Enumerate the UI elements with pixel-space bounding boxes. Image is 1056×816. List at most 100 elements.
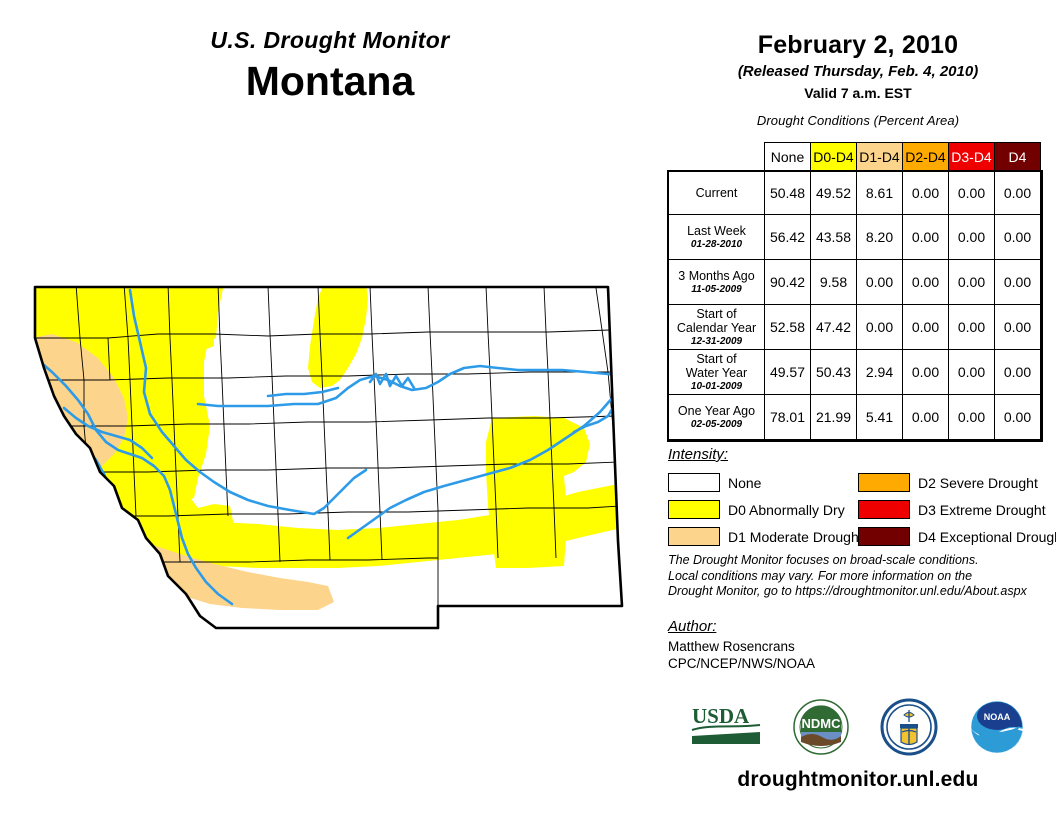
cell-d2-d4: 0.00: [902, 259, 949, 305]
drought-conditions-table: None D0-D4 D1-D4 D2-D4 D3-D4 D4 Current 5…: [666, 142, 1043, 442]
cell-d1-d4: 5.41: [856, 394, 903, 440]
cell-d4: 0.00: [994, 394, 1041, 440]
cell-d3-d4: 0.00: [948, 171, 995, 215]
cell-d2-d4: 0.00: [902, 349, 949, 395]
cell-d1-d4: 0.00: [856, 259, 903, 305]
legend-swatch-d1: [668, 527, 720, 546]
table-caption: Drought Conditions (Percent Area): [756, 113, 960, 128]
site-url[interactable]: droughtmonitor.unl.edu: [737, 768, 979, 791]
row-label: Start of Calendar Year 12-31-2009: [668, 304, 765, 350]
row-label: One Year Ago 02-05-2009: [668, 394, 765, 440]
cell-d1-d4: 8.20: [856, 214, 903, 260]
row-date: 12-31-2009: [690, 335, 743, 347]
author-name: Matthew Rosencrans: [668, 639, 795, 654]
county-boundaries: [35, 287, 621, 606]
col-header-d2: D2-D4: [902, 142, 949, 172]
river-milk: [266, 386, 340, 398]
map-region-d0-north-central: [308, 287, 368, 388]
cell-d1-d4: 0.00: [856, 304, 903, 350]
table-row: Start of Calendar Year 12-31-2009 52.58 47.4…: [668, 304, 1041, 350]
legend-item-d2: D2 Severe Drought: [858, 473, 1048, 492]
release-date: (Released Thursday, Feb. 4, 2010): [737, 63, 979, 80]
cell-d2-d4: 0.00: [902, 304, 949, 350]
legend-label-d2: D2 Severe Drought: [918, 474, 1038, 491]
legend-swatch-d0: [668, 500, 720, 519]
cell-d2-d4: 0.00: [902, 214, 949, 260]
river-missouri: [128, 288, 368, 516]
commerce-seal: [880, 698, 938, 756]
row-label: Last Week 01-28-2010: [668, 214, 765, 260]
table-row: Current 50.48 49.52 8.61 0.00 0.00 0.00: [668, 171, 1041, 215]
row-label: 3 Months Ago 11-05-2009: [668, 259, 765, 305]
cell-d3-d4: 0.00: [948, 214, 995, 260]
map-svg: [33, 285, 624, 630]
cell-none: 90.42: [764, 259, 811, 305]
legend-title: Intensity:: [668, 446, 729, 463]
author-affiliation: CPC/NCEP/NWS/NOAA: [668, 656, 816, 671]
cell-d4: 0.00: [994, 214, 1041, 260]
cell-none: 50.48: [764, 171, 811, 215]
disclaimer-text: The Drought Monitor focuses on broad-sca…: [668, 553, 1054, 600]
svg-text:USDA: USDA: [692, 704, 750, 728]
page-title: Montana: [245, 58, 415, 104]
map-region-d0-east: [486, 416, 590, 568]
river-bitterroot: [62, 406, 154, 460]
cell-none: 56.42: [764, 214, 811, 260]
author-heading: Author:: [668, 618, 717, 635]
cell-d0-d4: 9.58: [810, 259, 857, 305]
cell-d4: 0.00: [994, 171, 1041, 215]
cell-d2-d4: 0.00: [902, 394, 949, 440]
legend-label-d0: D0 Abnormally Dry: [728, 501, 845, 518]
river-yellowstone: [346, 378, 622, 540]
legend-label-d1: D1 Moderate Drought: [728, 528, 863, 545]
row-label: Current: [668, 171, 765, 215]
col-header-none: None: [764, 142, 811, 172]
legend-grid: None D2 Severe Drought D0 Abnormally Dry…: [668, 469, 1056, 550]
cell-none: 52.58: [764, 304, 811, 350]
cell-d4: 0.00: [994, 349, 1041, 395]
legend-swatch-d2: [858, 473, 910, 492]
partner-logos: USDA NDMC: [660, 694, 1056, 760]
river-missouri-east: [196, 364, 622, 408]
cell-d0-d4: 21.99: [810, 394, 857, 440]
map-region-d0-northwest-lobe: [158, 287, 224, 504]
cell-d0-d4: 47.42: [810, 304, 857, 350]
cell-d3-d4: 0.00: [948, 394, 995, 440]
montana-state-outline: [33, 285, 624, 630]
cell-d0-d4: 43.58: [810, 214, 857, 260]
date-block: February 2, 2010 (Released Thursday, Feb…: [660, 0, 1056, 128]
cell-none: 49.57: [764, 349, 811, 395]
report-date: February 2, 2010: [757, 31, 959, 59]
montana-drought-map[interactable]: [18, 276, 646, 630]
row-date: 10-01-2009: [690, 380, 743, 392]
page-subtitle: U.S. Drought Monitor: [210, 27, 450, 53]
col-header-d4: D4: [994, 142, 1041, 172]
disclaimer-line-1: The Drought Monitor focuses on broad-sca…: [668, 553, 979, 567]
col-header-d3: D3-D4: [948, 142, 995, 172]
legend-label-d4: D4 Exceptional Drought: [918, 528, 1056, 545]
table-corner-cell: [669, 143, 765, 172]
table-row: Start of Water Year 10-01-2009 49.57 50.43 2.…: [668, 349, 1041, 395]
cell-d4: 0.00: [994, 259, 1041, 305]
row-date: 11-05-2009: [691, 283, 742, 295]
noaa-logo: NOAA: [970, 700, 1024, 754]
table-row: 3 Months Ago 11-05-2009 90.42 9.58 0.00 0.00 0…: [668, 259, 1041, 305]
col-header-d1: D1-D4: [856, 142, 903, 172]
usda-logo: USDA: [691, 704, 761, 744]
col-header-d0: D0-D4: [810, 142, 857, 172]
river-fort-peck: [368, 372, 416, 390]
disclaimer-line-3: Drought Monitor, go to https://droughtmo…: [668, 584, 1027, 598]
legend-item-d1: D1 Moderate Drought: [668, 527, 863, 546]
cell-d3-d4: 0.00: [948, 259, 995, 305]
table-row: Last Week 01-28-2010 56.42 43.58 8.20 0.00 0.0…: [668, 214, 1041, 260]
cell-d4: 0.00: [994, 304, 1041, 350]
disclaimer-line-2: Local conditions may vary. For more info…: [668, 568, 973, 583]
legend-swatch-none: [668, 473, 720, 492]
table-body: Current 50.48 49.52 8.61 0.00 0.00 0.00 Last We…: [666, 169, 1043, 442]
legend-swatch-d3: [858, 500, 910, 519]
ndmc-logo: NDMC: [793, 699, 849, 755]
row-label: Start of Water Year 10-01-2009: [668, 349, 765, 395]
cell-d0-d4: 49.52: [810, 171, 857, 215]
cell-d1-d4: 2.94: [856, 349, 903, 395]
cell-none: 78.01: [764, 394, 811, 440]
